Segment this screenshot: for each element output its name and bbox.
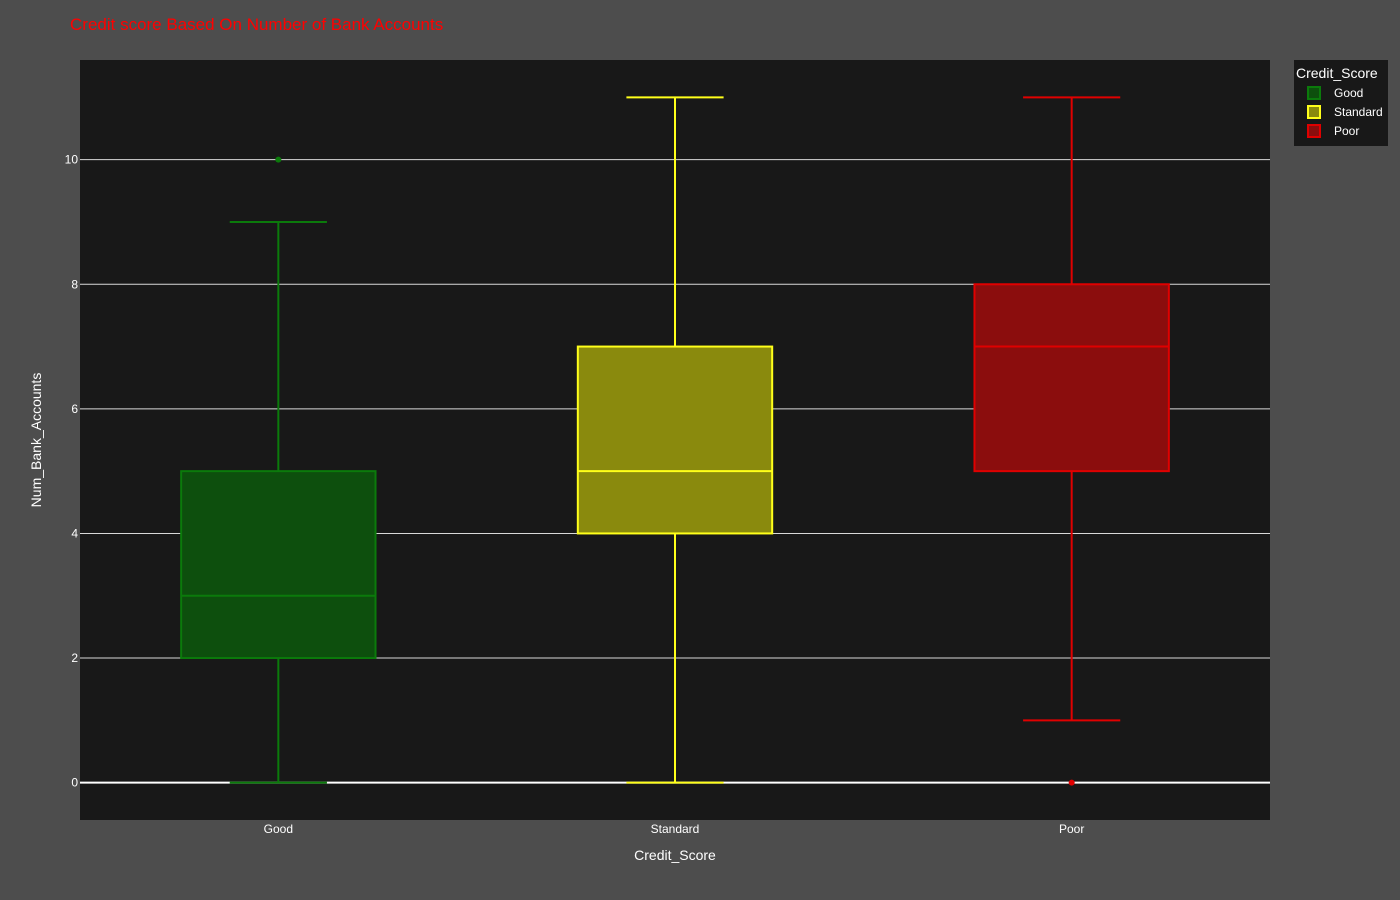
x-axis-label: Credit_Score: [634, 847, 716, 863]
legend-label: Poor: [1334, 124, 1359, 138]
legend-swatch: [1307, 105, 1321, 119]
legend-swatch: [1307, 124, 1321, 138]
x-tick-labels: Good Standard Poor: [264, 822, 1085, 836]
x-tick-label: Good: [264, 822, 293, 836]
chart-title: Credit score Based On Number of Bank Acc…: [70, 15, 443, 34]
legend-item-poor[interactable]: Poor: [1307, 124, 1359, 138]
iqr-box: [973, 283, 1170, 473]
legend-label: Standard: [1334, 105, 1383, 119]
legend[interactable]: Credit_Score Good Standard Poor: [1294, 60, 1388, 146]
y-tick-label: 2: [71, 651, 78, 665]
legend-items: Good Standard Poor: [1307, 86, 1383, 138]
y-tick-label: 10: [65, 153, 79, 167]
box-poor[interactable]: [973, 96, 1170, 786]
box-standard[interactable]: [576, 96, 774, 784]
y-axis-label: Num_Bank_Accounts: [28, 373, 44, 508]
outlier-point: [275, 156, 282, 163]
iqr-box: [576, 345, 774, 535]
x-tick-label: Standard: [651, 822, 700, 836]
box-good[interactable]: [180, 156, 377, 784]
outlier-point: [1068, 779, 1075, 786]
y-tick-label: 8: [71, 277, 78, 291]
legend-item-standard[interactable]: Standard: [1307, 105, 1383, 119]
x-tick-label: Poor: [1059, 822, 1084, 836]
legend-swatch: [1307, 86, 1321, 100]
legend-label: Good: [1334, 86, 1363, 100]
legend-title: Credit_Score: [1296, 65, 1378, 81]
y-tick-labels: 0 2 4 6 8 10: [65, 153, 79, 790]
y-tick-label: 6: [71, 402, 78, 416]
legend-item-good[interactable]: Good: [1307, 86, 1363, 100]
y-tick-label: 0: [71, 776, 78, 790]
iqr-box: [180, 470, 377, 660]
box-plots: [180, 96, 1170, 786]
y-tick-label: 4: [71, 526, 78, 540]
